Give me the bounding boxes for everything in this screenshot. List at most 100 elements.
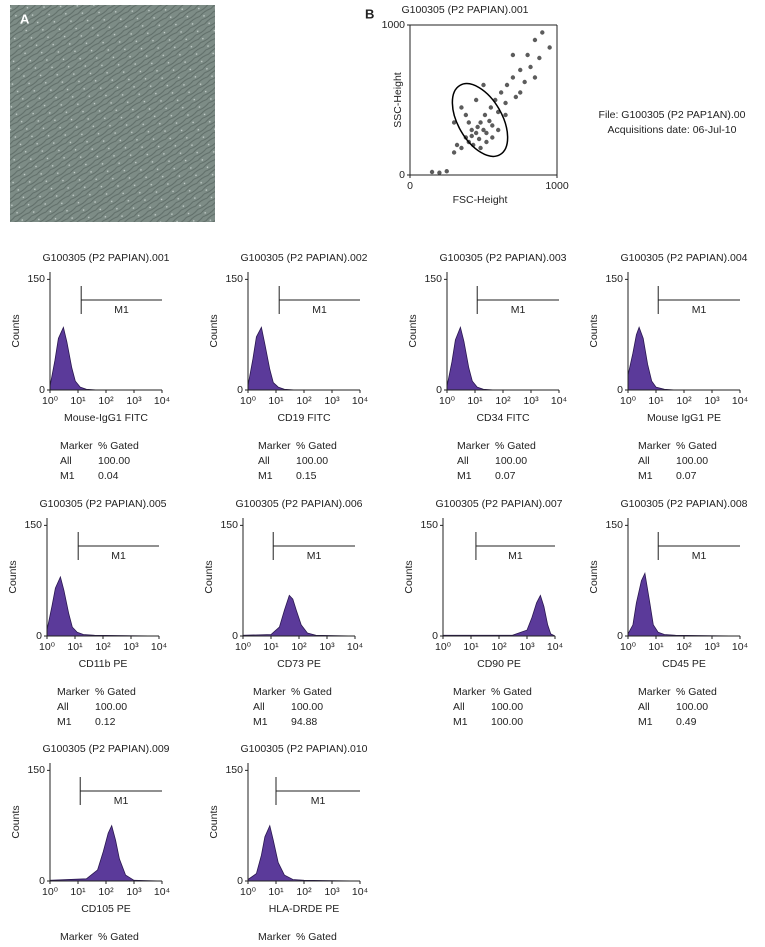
chart-title: G100305 (P2 PAPIAN).001 — [401, 4, 528, 16]
x-tick-label: 10² — [491, 641, 507, 653]
stats-header: Marker — [453, 686, 486, 698]
stats-cell: M1 — [638, 470, 653, 482]
stats-header: Marker — [638, 440, 671, 452]
point — [481, 127, 486, 133]
x-axis-label: CD45 PE — [662, 658, 706, 670]
chart-title: G100305 (P2 PAPIAN).003 — [439, 252, 566, 264]
x-tick-label: 10⁰ — [620, 641, 637, 653]
stats-header: Marker — [60, 440, 93, 452]
point — [475, 124, 480, 130]
x-tick-label: 10¹ — [268, 395, 284, 407]
stats-header: Marker — [258, 931, 291, 943]
histogram — [49, 326, 162, 391]
x-tick-label: 10¹ — [263, 641, 279, 653]
y-tick-label: 0 — [617, 630, 623, 642]
point — [510, 52, 516, 58]
x-tick-label: 10¹ — [648, 641, 664, 653]
point — [510, 75, 516, 80]
x-tick-label: 10⁰ — [42, 395, 59, 407]
stats-cell: 100.00 — [676, 455, 708, 467]
x-tick-label: 10⁴ — [547, 641, 563, 653]
x-tick-label: 10² — [95, 641, 111, 653]
x-tick-label: 10³ — [704, 395, 720, 407]
y-tick-label: 1000 — [382, 19, 406, 31]
point — [490, 123, 495, 128]
y-axis-label: Counts — [7, 560, 19, 593]
point — [478, 120, 483, 125]
stats-header: % Gated — [98, 440, 139, 452]
stats-header: Marker — [457, 440, 490, 452]
x-tick-label: 10² — [495, 395, 511, 407]
stats-header: Marker — [258, 440, 291, 452]
x-axis-label: CD90 PE — [477, 658, 521, 670]
y-tick-label: 0 — [237, 384, 243, 396]
point — [473, 130, 479, 136]
point — [463, 112, 469, 118]
y-axis-label: Counts — [208, 805, 220, 838]
y-tick-label: 0 — [432, 630, 438, 642]
stats-cell: 100.00 — [495, 455, 527, 467]
point — [513, 94, 519, 100]
stats-cell: M1 — [60, 470, 75, 482]
point — [482, 112, 488, 118]
x-axis-label: CD11b PE — [79, 658, 128, 670]
x-tick-label: 10⁰ — [240, 395, 257, 407]
stats-header: Marker — [60, 931, 93, 943]
x-tick-label: 10⁴ — [151, 641, 167, 653]
y-tick-label: 0 — [436, 384, 442, 396]
stats-cell: 100.00 — [491, 701, 523, 713]
point — [481, 82, 486, 88]
x-tick-label: 10¹ — [70, 886, 86, 898]
y-axis-label: Counts — [208, 314, 220, 347]
stats-header: % Gated — [95, 686, 136, 698]
y-tick-label: 150 — [225, 273, 243, 285]
stats-cell: All — [638, 455, 650, 467]
point — [473, 97, 479, 103]
y-tick-label: 150 — [24, 519, 42, 531]
stats-header: Marker — [638, 686, 671, 698]
micrograph — [10, 5, 215, 222]
x-tick-label: 10¹ — [648, 395, 664, 407]
x-tick-label: 10⁰ — [39, 641, 56, 653]
y-axis-label: Counts — [403, 560, 415, 593]
marker-label: M1 — [508, 550, 523, 562]
marker-label: M1 — [312, 304, 327, 316]
x-axis-label: HLA-DRDE PE — [269, 903, 340, 915]
marker-label: M1 — [114, 304, 129, 316]
stats-cell: 0.07 — [676, 470, 697, 482]
y-axis-label: Counts — [10, 805, 22, 838]
histogram — [627, 571, 741, 637]
x-tick-label: 10³ — [123, 641, 139, 653]
stats-cell: 0.15 — [296, 470, 317, 482]
x-axis-label: FSC-Height — [453, 194, 508, 206]
y-tick-label: 0 — [232, 630, 238, 642]
stats-cell: All — [453, 701, 465, 713]
stats-cell: 94.88 — [291, 716, 317, 728]
y-tick-label: 150 — [220, 519, 238, 531]
x-tick-label: 10³ — [704, 641, 720, 653]
point — [528, 64, 533, 70]
stats-header: Marker — [57, 686, 90, 698]
x-tick-label: 10¹ — [70, 395, 86, 407]
x-tick-label: 10⁰ — [42, 886, 59, 898]
point — [469, 133, 474, 139]
histogram — [242, 594, 356, 637]
x-tick-label: 10⁴ — [154, 886, 170, 898]
panel-label: B — [365, 6, 374, 21]
y-tick-label: 0 — [36, 630, 42, 642]
x-tick-label: 10⁰ — [439, 395, 456, 407]
y-tick-label: 150 — [420, 519, 438, 531]
x-tick-label: 10⁰ — [620, 395, 637, 407]
chart-title: G100305 (P2 PAPIAN).006 — [235, 498, 362, 510]
stats-cell: All — [258, 946, 270, 947]
stats-header: % Gated — [296, 440, 337, 452]
stats-cell: All — [57, 701, 69, 713]
point — [429, 169, 435, 175]
chart-title: G100305 (P2 PAPIAN).009 — [42, 743, 169, 755]
annotation: Acquisitions date: 06-Jul-10 — [608, 124, 737, 136]
x-tick-label: 10⁴ — [732, 641, 748, 653]
y-tick-label: 0 — [237, 875, 243, 887]
y-axis-label: Counts — [588, 560, 600, 593]
point — [466, 120, 471, 125]
chart-title: G100305 (P2 PAPIAN).007 — [435, 498, 562, 510]
